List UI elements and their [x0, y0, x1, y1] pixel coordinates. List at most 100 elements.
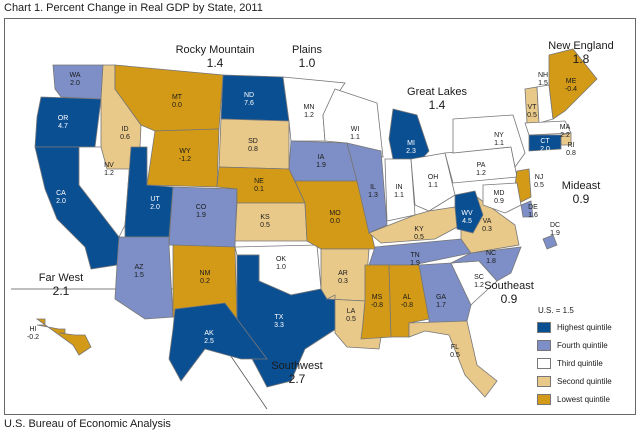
state-value-tx: 3.3 — [274, 322, 284, 329]
state-value-ks: 0.5 — [260, 222, 270, 229]
state-abbr-nv: NV — [104, 162, 114, 169]
state-abbr-mt: MT — [172, 94, 183, 101]
state-abbr-ny: NY — [494, 132, 504, 139]
state-value-va: 0.3 — [482, 226, 492, 233]
region-name-new-england: New England — [548, 40, 613, 52]
state-value-ky: 0.5 — [414, 234, 424, 241]
region-value-far-west: 2.1 — [53, 284, 70, 298]
state-me — [548, 48, 598, 120]
state-abbr-de: DE — [528, 204, 538, 211]
state-value-fl: 0.5 — [450, 352, 460, 359]
state-value-mi: 2.3 — [406, 148, 416, 155]
state-value-ak: 2.5 — [204, 338, 214, 345]
state-value-ne: 0.1 — [254, 186, 264, 193]
state-value-wy: -1.2 — [179, 156, 191, 163]
state-value-nh: 1.5 — [538, 80, 548, 87]
legend-swatch-fourth — [537, 339, 551, 351]
state-value-wa: 2.0 — [70, 80, 80, 87]
state-abbr-co: CO — [196, 204, 207, 211]
state-hi — [35, 318, 92, 356]
region-value-plains: 1.0 — [299, 56, 316, 70]
legend-item-lowest: Lowest quintile — [537, 392, 610, 406]
state-abbr-md: MD — [494, 190, 505, 197]
state-value-or: 4.7 — [58, 123, 68, 130]
state-value-al: -0.8 — [401, 302, 413, 309]
state-fl — [408, 320, 498, 398]
state-abbr-az: AZ — [135, 264, 145, 271]
state-value-mt: 0.0 — [172, 102, 182, 109]
state-value-sc: 1.2 — [474, 282, 484, 289]
state-value-ri: 0.8 — [566, 150, 576, 157]
state-abbr-nc: NC — [486, 250, 496, 257]
state-value-me: -0.4 — [565, 86, 577, 93]
state-abbr-hi: HI — [30, 326, 37, 333]
state-abbr-oh: OH — [428, 174, 439, 181]
legend-label-lowest: Lowest quintile — [557, 394, 610, 404]
state-abbr-fl: FL — [451, 344, 459, 351]
state-value-tn: 1.9 — [410, 260, 420, 267]
state-value-md: 0.9 — [494, 198, 504, 205]
state-value-in: 1.1 — [394, 192, 404, 199]
state-abbr-ar: AR — [338, 270, 348, 277]
state-abbr-nj: NJ — [535, 174, 544, 181]
state-value-wi: 1.1 — [350, 134, 360, 141]
state-abbr-dc: DC — [550, 222, 560, 229]
legend-us-value: U.S. = 1.5 — [538, 306, 574, 315]
state-abbr-wi: WI — [351, 126, 360, 133]
state-abbr-me: ME — [566, 78, 577, 85]
state-value-ar: 0.3 — [338, 278, 348, 285]
map-frame: WA 2.0 OR 4.7 CA 2.0 NV 1.2 ID 0.6 MT 0.0 WY -1.2 UT 2.… — [4, 18, 636, 415]
state-nc — [450, 246, 522, 282]
state-value-de: 1.6 — [528, 212, 538, 219]
region-value-southwest: 2.7 — [289, 372, 306, 386]
state-abbr-nh: NH — [538, 72, 548, 79]
state-nd — [220, 74, 290, 122]
legend: U.S. = 1.5 Highest quintile Fourth quinti… — [534, 306, 634, 414]
source-note: U.S. Bureau of Economic Analysis — [4, 418, 171, 430]
state-abbr-sd: SD — [248, 138, 258, 145]
state-abbr-ut: UT — [150, 196, 160, 203]
state-value-ga: 1.7 — [436, 302, 446, 309]
state-ks — [234, 202, 308, 242]
state-value-ms: -0.8 — [371, 302, 383, 309]
legend-item-second: Second quintile — [537, 374, 612, 388]
state-abbr-wv: WV — [461, 210, 473, 217]
state-or — [34, 96, 102, 148]
region-value-great-lakes: 1.4 — [429, 98, 446, 112]
state-abbr-tx: TX — [275, 314, 284, 321]
state-abbr-id: ID — [122, 126, 129, 133]
state-value-ct: 2.0 — [540, 146, 550, 153]
legend-item-fourth: Fourth quintile — [537, 338, 608, 352]
state-abbr-ma: MA — [560, 124, 571, 131]
state-abbr-nd: ND — [244, 92, 254, 99]
state-ny — [452, 114, 526, 168]
legend-label-third: Third quintile — [557, 358, 603, 368]
state-value-oh: 1.1 — [428, 182, 438, 189]
state-abbr-nm: NM — [200, 270, 211, 277]
state-abbr-ms: MS — [372, 294, 383, 301]
state-md — [482, 182, 522, 214]
region-name-great-lakes: Great Lakes — [407, 86, 467, 98]
state-abbr-mn: MN — [304, 104, 315, 111]
region-value-rocky-mountain: 1.4 — [207, 56, 224, 70]
legend-item-highest: Highest quintile — [537, 320, 612, 334]
state-abbr-va: VA — [483, 218, 492, 225]
state-abbr-ok: OK — [276, 256, 286, 263]
state-abbr-al: AL — [403, 294, 412, 301]
state-value-la: 0.5 — [346, 316, 356, 323]
region-name-southeast: Southeast — [484, 280, 534, 292]
state-abbr-ga: GA — [436, 294, 446, 301]
legend-label-second: Second quintile — [557, 376, 612, 386]
state-value-az: 1.5 — [134, 272, 144, 279]
state-value-nj: 0.5 — [534, 182, 544, 189]
state-il — [346, 142, 388, 234]
state-value-nm: 0.2 — [200, 278, 210, 285]
legend-label-highest: Highest quintile — [557, 322, 612, 332]
region-value-southeast: 0.9 — [501, 292, 518, 306]
state-abbr-pa: PA — [477, 162, 486, 169]
state-az — [114, 236, 174, 320]
state-abbr-tn: TN — [410, 252, 419, 259]
state-value-nd: 7.6 — [244, 100, 254, 107]
state-oh — [410, 152, 456, 212]
state-abbr-mo: MO — [329, 210, 341, 217]
